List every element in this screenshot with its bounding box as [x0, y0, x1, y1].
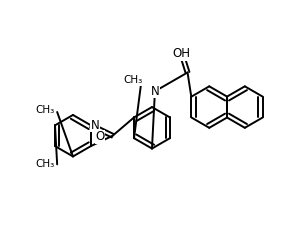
Text: CH₃: CH₃ [36, 105, 55, 115]
Text: N: N [91, 119, 99, 132]
Text: CH₃: CH₃ [36, 159, 55, 169]
Text: N: N [151, 85, 159, 98]
Text: OH: OH [172, 47, 190, 60]
Text: CH₃: CH₃ [124, 75, 143, 86]
Text: O: O [95, 130, 104, 144]
